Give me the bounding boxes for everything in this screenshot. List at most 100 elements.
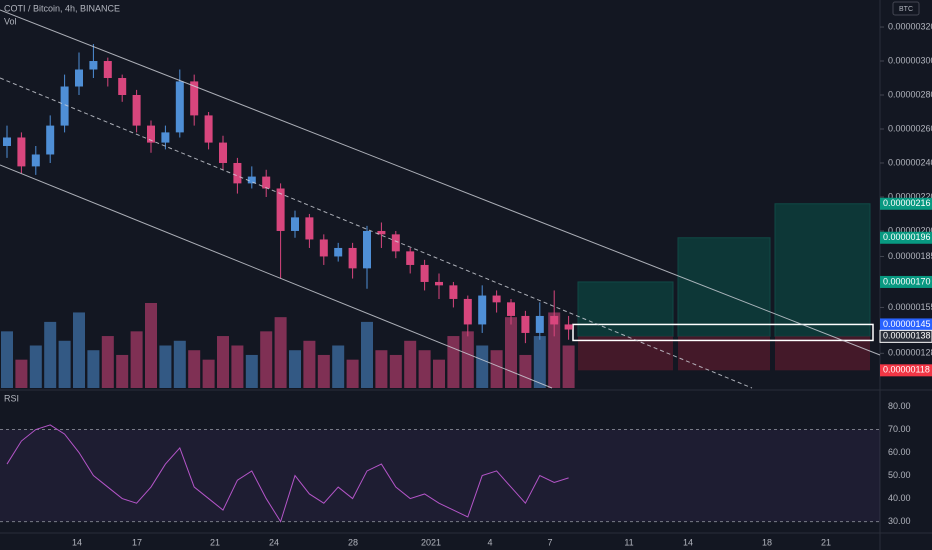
candle-body [406,251,415,265]
price-badge-label: 0.00000216 [883,198,931,208]
volume-bar [490,350,503,388]
candle-body [60,86,69,126]
y-tick-label: 0.00000185 [888,251,932,261]
candle-body [3,137,11,146]
x-tick-label: 2021 [421,537,441,547]
price-badge-label: 0.00000196 [883,232,931,242]
x-tick-label: 21 [821,537,831,547]
volume-bar [303,340,316,388]
candle-body [132,95,141,126]
x-tick-label: 14 [72,537,82,547]
candle-body [377,230,386,235]
currency-label[interactable]: BTC [899,6,913,13]
y-tick-label: 0.00000300 [888,55,932,65]
price-badge-label: 0.00000170 [883,276,931,286]
candle-body [17,137,26,167]
volume-bar [533,336,546,388]
rsi-tick-label: 70.00 [888,424,911,434]
candle-body [435,281,443,286]
volume-bar [29,345,42,388]
volume-bar [202,359,215,388]
candle-body [204,115,213,143]
volume-bar [73,312,85,388]
candle-body [305,217,314,240]
target-zone [774,203,871,337]
y-tick-label: 0.00000155 [888,302,932,312]
price-badge-label: 0.00000145 [883,319,931,329]
volume-bar [274,317,287,388]
candle-body [478,295,487,325]
x-tick-label: 24 [269,537,279,547]
rsi-tick-label: 60.00 [888,447,911,457]
price-badge [879,329,932,343]
candle-body [46,125,55,155]
target-zone [677,237,771,337]
candle-body [348,247,357,269]
candle-body [535,315,544,333]
x-tick-label: 21 [210,537,220,547]
x-tick-label: 4 [487,537,492,547]
currency-button[interactable] [892,1,920,16]
y-tick-label: 0.00000280 [888,89,932,99]
candle-body [291,217,299,231]
stop-zone [578,336,673,371]
rsi-tick-label: 80.00 [888,401,911,411]
x-tick-label: 14 [683,537,693,547]
candle-body [391,234,400,252]
volume-bar [433,359,445,388]
candle-body [276,188,285,231]
candle-body [190,81,199,116]
x-tick-label: 7 [547,537,552,547]
rsi-tick-label: 50.00 [888,470,911,480]
candle-body [31,154,40,167]
volume-bar [1,331,13,388]
price-badge [880,275,932,288]
candle-body [463,298,472,325]
candle-body [118,78,127,96]
x-tick-label: 17 [132,537,142,547]
volume-bar [188,350,201,388]
x-tick-label: 11 [624,537,633,547]
price-badge [880,364,932,377]
candle-body [564,324,573,330]
volume-bar [145,303,157,388]
candle-body [175,81,184,133]
volume-bar [231,345,244,388]
rsi-tick-label: 30.00 [888,516,911,526]
channel-upper [0,9,881,356]
target-zone [577,281,674,337]
candle-body [334,247,343,257]
volume-bar [375,350,388,388]
candle-body [161,132,170,143]
candle-body [521,315,530,333]
y-tick-label: 0.00000220 [888,191,932,201]
candle-body [319,239,328,257]
y-tick-label: 0.00000320 [888,21,932,31]
candle-body [262,176,271,189]
volume-bar [404,340,417,388]
volume-bar [173,340,186,388]
volume-bar [116,354,129,388]
volume-bar [389,354,402,388]
volume-bar [447,336,460,388]
candle-body [219,142,227,163]
x-tick-label: 28 [348,537,358,547]
rsi-line [6,424,569,523]
stop-zone [775,336,870,371]
candle-body [89,61,98,70]
y-tick-label: 0.00000260 [888,123,932,133]
candle-body [103,61,112,79]
volume-bar [245,354,258,388]
volume-bar [461,331,474,388]
candle-body [147,125,155,143]
channel-mid [0,77,753,389]
volume-bar [548,312,561,388]
volume-bar [361,321,373,388]
stop-zone [678,336,770,371]
volume-bar [317,354,330,388]
candle-body [420,264,429,282]
price-badge [880,318,932,331]
volume-label: Vol [4,16,17,26]
volume-bar [44,321,57,388]
